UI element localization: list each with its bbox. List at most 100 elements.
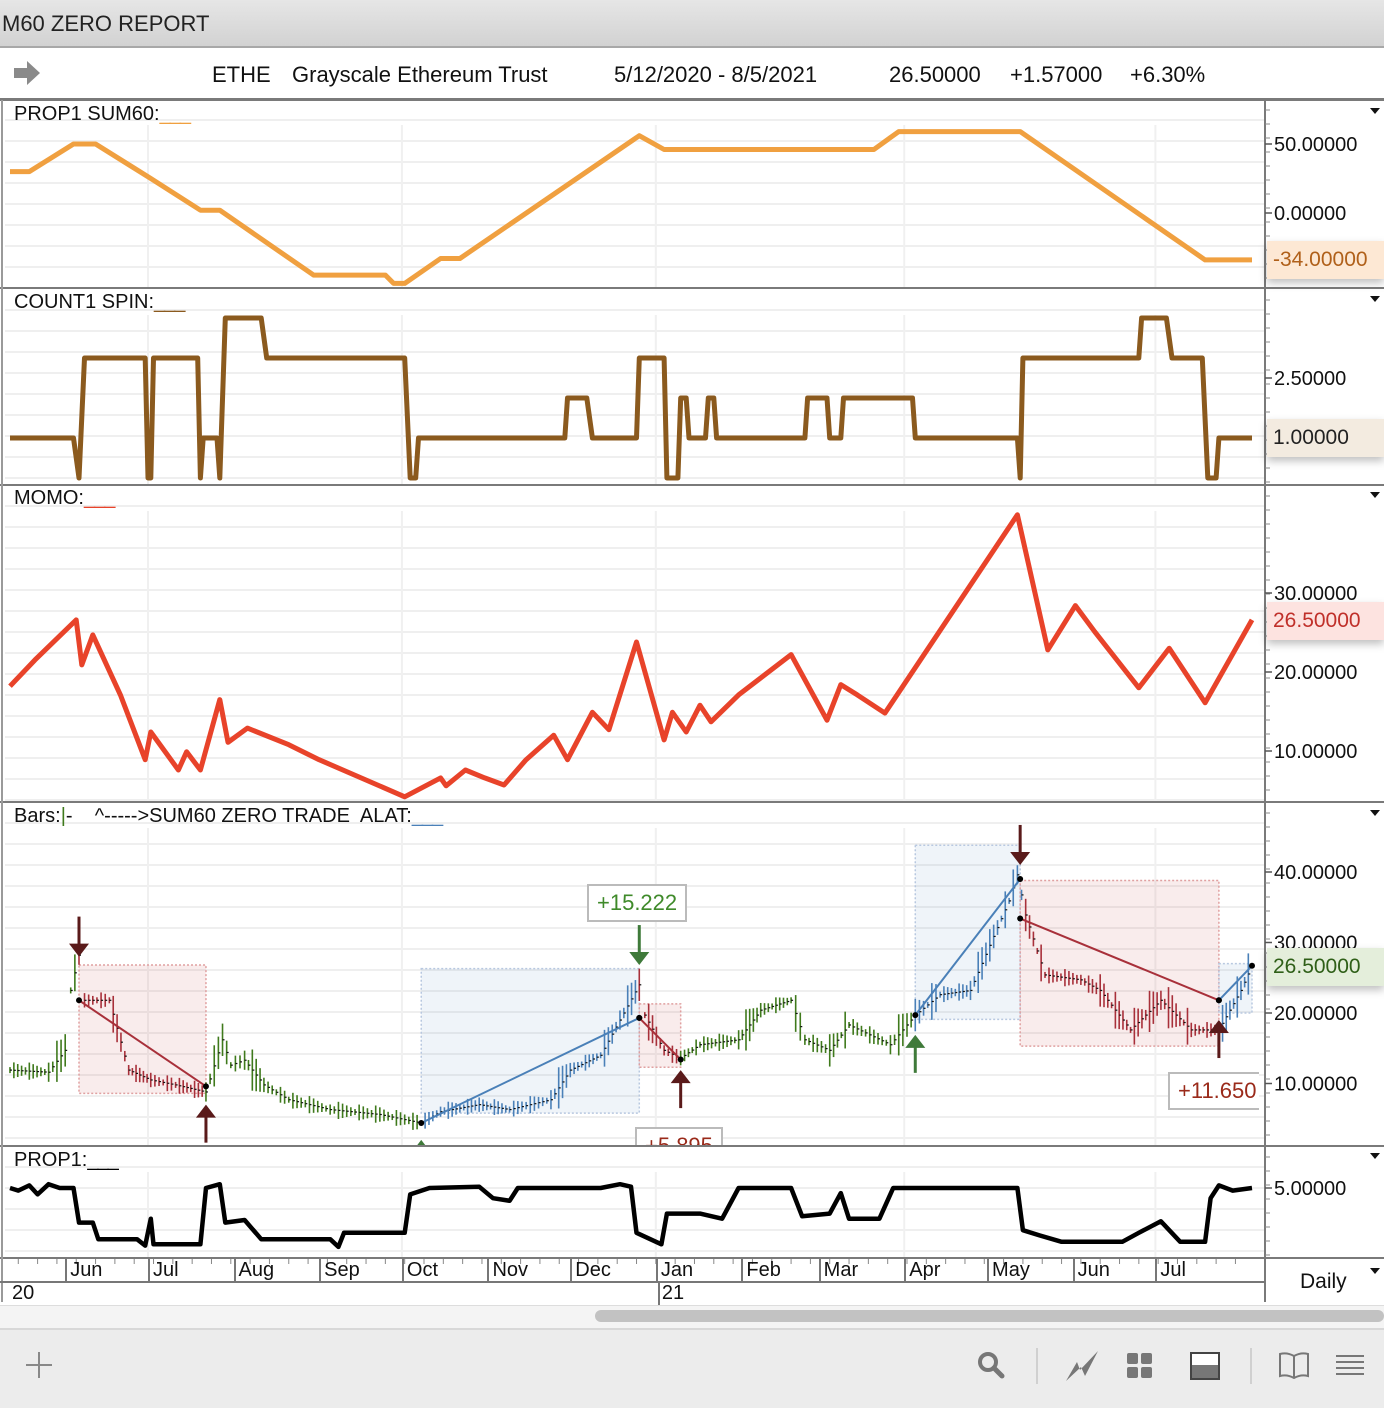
- month-label: Aug: [233, 1259, 274, 1281]
- line-chart-icon[interactable]: [1065, 1350, 1099, 1382]
- trade-trend-line: [914, 878, 1021, 1016]
- trade-exit-dot: [1249, 962, 1255, 969]
- trade-box-long: [420, 967, 641, 1114]
- trade-entry-dot: [418, 1119, 425, 1126]
- month-label: Jun: [65, 1259, 102, 1281]
- price-last-value-badge: 26.50000: [1267, 948, 1384, 986]
- trade-entry-dot: [76, 997, 82, 1004]
- year-label: 20: [12, 1282, 35, 1304]
- trade-box-long: [914, 844, 1021, 1021]
- trade-entry-dot: [1017, 915, 1024, 922]
- window-title: M60 ZERO REPORT: [2, 11, 210, 36]
- trade-box-short: [638, 1003, 682, 1069]
- month-label: Dec: [570, 1259, 611, 1281]
- panel-label-prop1: PROP1:___: [14, 1149, 119, 1171]
- sum60-last-value-badge: -34.00000: [1267, 241, 1384, 279]
- panel-label-spin: COUNT1 SPIN:___: [14, 291, 185, 313]
- price-panel: [9, 824, 1255, 1145]
- arrow-right-icon[interactable]: [13, 60, 41, 86]
- toolbar-divider: [1250, 1348, 1252, 1384]
- axis-tick-label: 2.50000: [1274, 368, 1346, 390]
- date-range: 5/12/2020 - 8/5/2021: [614, 62, 818, 87]
- month-label: May: [987, 1259, 1030, 1281]
- signal-arrow-up-icon: [195, 1104, 216, 1143]
- panel-label-momo: MOMO:___: [14, 487, 115, 509]
- plus-icon[interactable]: [24, 1350, 54, 1380]
- month-label: Sep: [319, 1259, 360, 1281]
- axis-tick-label: 50.00000: [1274, 134, 1357, 156]
- last-price: 26.50000: [889, 62, 981, 87]
- panel-layout-icon[interactable]: [1190, 1352, 1220, 1380]
- signal-arrow-up-icon: [417, 1139, 426, 1145]
- trade-trend-line: [78, 999, 207, 1088]
- month-label: Nov: [487, 1259, 528, 1281]
- axis-tick-label: 20.00000: [1274, 662, 1357, 684]
- panel-menu-dropdown[interactable]: [1370, 108, 1380, 114]
- trade-exit-dot: [1017, 876, 1024, 883]
- year-label: 21: [657, 1282, 684, 1305]
- trade-trend-line: [1218, 965, 1253, 1002]
- axis-tick-label: 30.00000: [1274, 583, 1357, 605]
- series-line-4: [9, 1181, 1253, 1250]
- panel-grid: [5, 309, 1265, 484]
- panel-grid: [5, 119, 1265, 288]
- month-label: Apr: [904, 1259, 940, 1281]
- month-label: Jan: [655, 1259, 693, 1281]
- trade-trend-line: [1019, 917, 1220, 1002]
- series-line-0: [10, 129, 1252, 286]
- panel-label-bars: Bars:|- ^----->SUM60 ZERO TRADE ALAT:___: [14, 805, 443, 827]
- panel-menu-dropdown[interactable]: [1370, 296, 1380, 302]
- signal-arrow-down-icon: [629, 925, 650, 966]
- trade-trend-line: [638, 1017, 682, 1061]
- spin-last-value-badge: 1.00000: [1267, 419, 1384, 457]
- panel-menu-dropdown[interactable]: [1370, 492, 1380, 498]
- trade-entry-dot: [636, 1014, 643, 1021]
- momo-last-value-badge: 26.50000: [1267, 602, 1384, 640]
- axis-tick-label: 10.00000: [1274, 1074, 1357, 1096]
- signal-arrow-up-icon: [670, 1070, 691, 1109]
- symbol-header: ETHE Grayscale Ethereum Trust 5/12/2020 …: [0, 48, 1384, 101]
- month-label: Jul: [148, 1259, 179, 1281]
- book-icon[interactable]: [1278, 1351, 1310, 1379]
- axis-tick-label: 10.00000: [1274, 741, 1357, 763]
- trade-trend-line: [420, 1017, 640, 1124]
- month-label: Mar: [818, 1259, 858, 1281]
- signal-arrow-down-icon: [1010, 824, 1031, 865]
- axis-tick-label: 5.00000: [1274, 1178, 1346, 1200]
- price-change: +1.57000: [1010, 62, 1103, 87]
- trade-entry-dot: [912, 1012, 919, 1019]
- trade-result-label: +11.650: [1168, 1072, 1259, 1110]
- panel-menu-dropdown[interactable]: [1370, 1153, 1380, 1159]
- month-label: Oct: [401, 1259, 438, 1281]
- trade-exit-dot: [677, 1056, 684, 1063]
- grid-icon[interactable]: [1126, 1352, 1154, 1380]
- period-selector[interactable]: Daily: [1300, 1270, 1347, 1293]
- scrollbar-thumb[interactable]: [595, 1310, 1384, 1322]
- bottom-toolbar: [0, 1328, 1384, 1408]
- security-name: Grayscale Ethereum Trust: [292, 62, 548, 87]
- month-label: Feb: [741, 1259, 781, 1281]
- signal-arrow-up-icon: [1208, 1020, 1229, 1059]
- trade-result-label: +15.222: [587, 884, 688, 922]
- price-change-pct: +6.30%: [1130, 62, 1206, 87]
- axis-tick-label: 20.00000: [1274, 1003, 1357, 1025]
- period-dropdown[interactable]: [1370, 1268, 1380, 1274]
- panel-label-sum60: PROP1 SUM60:___: [14, 103, 191, 125]
- signal-arrow-down-icon: [69, 916, 89, 957]
- signal-arrow-up-icon: [905, 1034, 926, 1073]
- month-label: Jul: [1155, 1259, 1186, 1281]
- toolbar-divider: [1036, 1348, 1038, 1384]
- search-icon[interactable]: [977, 1351, 1005, 1379]
- series-line-1: [10, 315, 1252, 481]
- axis-tick-label: 0.00000: [1274, 203, 1346, 225]
- trade-entry-dot: [1215, 997, 1222, 1004]
- trade-exit-dot: [202, 1083, 209, 1090]
- date-axis: Jun Jul Aug Sep Oct Nov Dec Jan Feb Mar Apr May Jun J…: [0, 1259, 1265, 1305]
- menu-icon[interactable]: [1335, 1354, 1365, 1376]
- symbol: ETHE: [212, 62, 271, 87]
- axis-tick-label: 40.00000: [1274, 862, 1357, 884]
- panel-menu-dropdown[interactable]: [1370, 810, 1380, 816]
- series-line-2: [8, 512, 1255, 800]
- window-title-bar: M60 ZERO REPORT: [0, 0, 1384, 48]
